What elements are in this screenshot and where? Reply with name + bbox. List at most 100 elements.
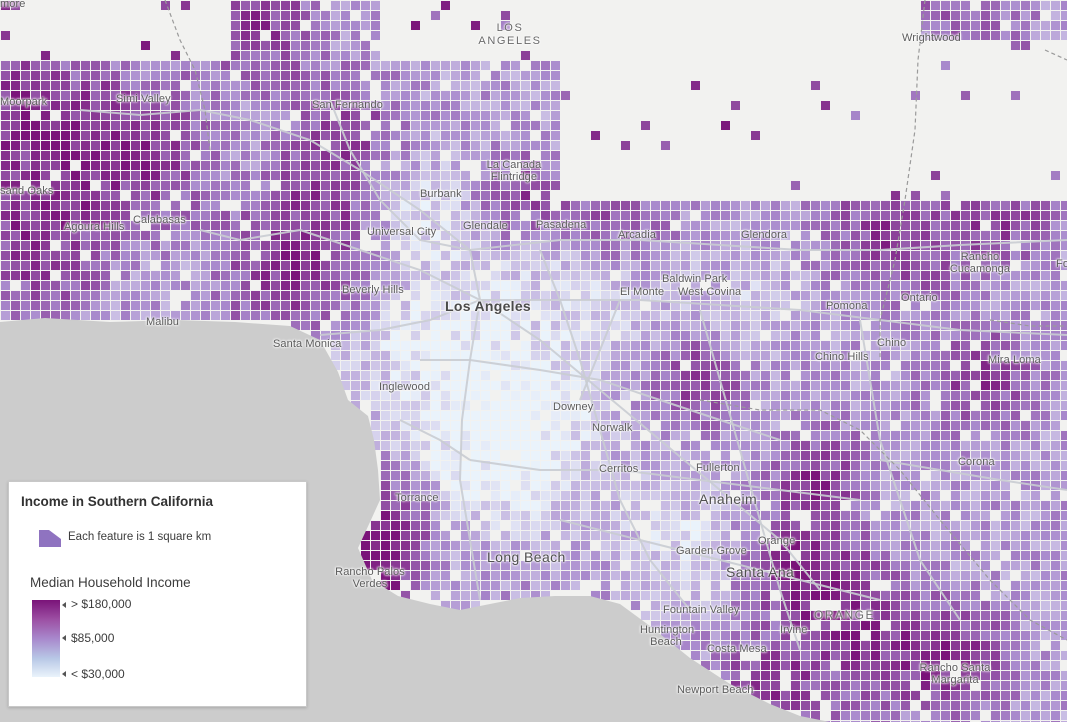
income-cell <box>751 281 760 290</box>
income-cell <box>931 491 940 500</box>
income-cell <box>771 281 780 290</box>
income-cell <box>491 91 500 100</box>
income-cell <box>141 281 150 290</box>
income-cell <box>971 511 980 520</box>
income-cell <box>311 161 320 170</box>
income-cell <box>991 471 1000 480</box>
income-cell <box>871 321 880 330</box>
income-cell <box>211 91 220 100</box>
income-cell <box>971 711 980 720</box>
income-cell <box>851 411 860 420</box>
income-cell <box>81 181 90 190</box>
income-cell <box>871 211 880 220</box>
income-cell <box>41 251 50 260</box>
income-cell <box>421 201 430 210</box>
income-cell <box>891 301 900 310</box>
income-cell <box>301 251 310 260</box>
income-cell <box>581 411 590 420</box>
income-cell <box>1061 291 1067 300</box>
income-cell <box>861 381 870 390</box>
income-cell <box>641 271 650 280</box>
income-cell <box>431 241 440 250</box>
income-cell <box>521 541 530 550</box>
income-cell <box>811 291 820 300</box>
income-cell <box>201 151 210 160</box>
income-cell <box>711 591 720 600</box>
income-cell <box>281 211 290 220</box>
income-cell <box>371 21 380 30</box>
income-cell <box>341 281 350 290</box>
income-cell <box>901 521 910 530</box>
income-cell <box>941 641 950 650</box>
income-cell <box>291 71 300 80</box>
income-cell <box>411 141 420 150</box>
income-cell <box>951 451 960 460</box>
income-cell <box>701 661 710 670</box>
income-cell <box>451 231 460 240</box>
income-cell <box>401 191 410 200</box>
income-cell <box>851 311 860 320</box>
income-cell <box>811 221 820 230</box>
income-cell <box>551 151 560 160</box>
income-cell <box>861 391 870 400</box>
income-cell <box>301 241 310 250</box>
income-cell <box>411 461 420 470</box>
income-cell <box>441 601 450 610</box>
income-cell <box>131 291 140 300</box>
income-cell <box>681 481 690 490</box>
income-cell <box>981 401 990 410</box>
income-cell <box>841 221 850 230</box>
income-cell <box>391 171 400 180</box>
income-cell <box>781 231 790 240</box>
income-cell <box>451 491 460 500</box>
income-cell <box>281 31 290 40</box>
income-cell <box>631 221 640 230</box>
income-cell <box>831 631 840 640</box>
income-cell <box>421 391 430 400</box>
income-cell <box>971 691 980 700</box>
income-cell <box>711 381 720 390</box>
income-cell <box>971 311 980 320</box>
income-cell <box>241 1 250 10</box>
income-cell <box>841 201 850 210</box>
income-cell <box>921 491 930 500</box>
income-cell <box>321 111 330 120</box>
income-cell <box>351 351 360 360</box>
income-cell <box>1051 521 1060 530</box>
income-cell <box>691 401 700 410</box>
income-cell <box>461 201 470 210</box>
income-cell <box>991 301 1000 310</box>
income-cell <box>921 1 930 10</box>
income-cell <box>981 311 990 320</box>
income-cell <box>611 301 620 310</box>
income-cell <box>701 651 710 660</box>
income-cell <box>891 431 900 440</box>
income-cell <box>1021 471 1030 480</box>
income-cell <box>401 211 410 220</box>
income-cell <box>71 251 80 260</box>
income-cell <box>981 451 990 460</box>
income-cell <box>991 201 1000 210</box>
income-cell <box>841 361 850 370</box>
income-cell <box>1061 211 1067 220</box>
income-cell <box>991 391 1000 400</box>
income-cell <box>451 101 460 110</box>
income-cell <box>381 341 390 350</box>
income-cell <box>561 391 570 400</box>
income-cell <box>481 341 490 350</box>
income-cell <box>821 411 830 420</box>
income-cell <box>771 511 780 520</box>
place-label-arcadia: Arcadia <box>618 229 656 241</box>
income-cell <box>521 491 530 500</box>
income-cell <box>941 631 950 640</box>
income-cell <box>431 411 440 420</box>
income-cell <box>901 661 910 670</box>
income-cell <box>411 121 420 130</box>
income-cell <box>621 261 630 270</box>
income-cell <box>861 641 870 650</box>
income-cell <box>211 191 220 200</box>
income-cell <box>931 621 940 630</box>
income-cell <box>461 541 470 550</box>
